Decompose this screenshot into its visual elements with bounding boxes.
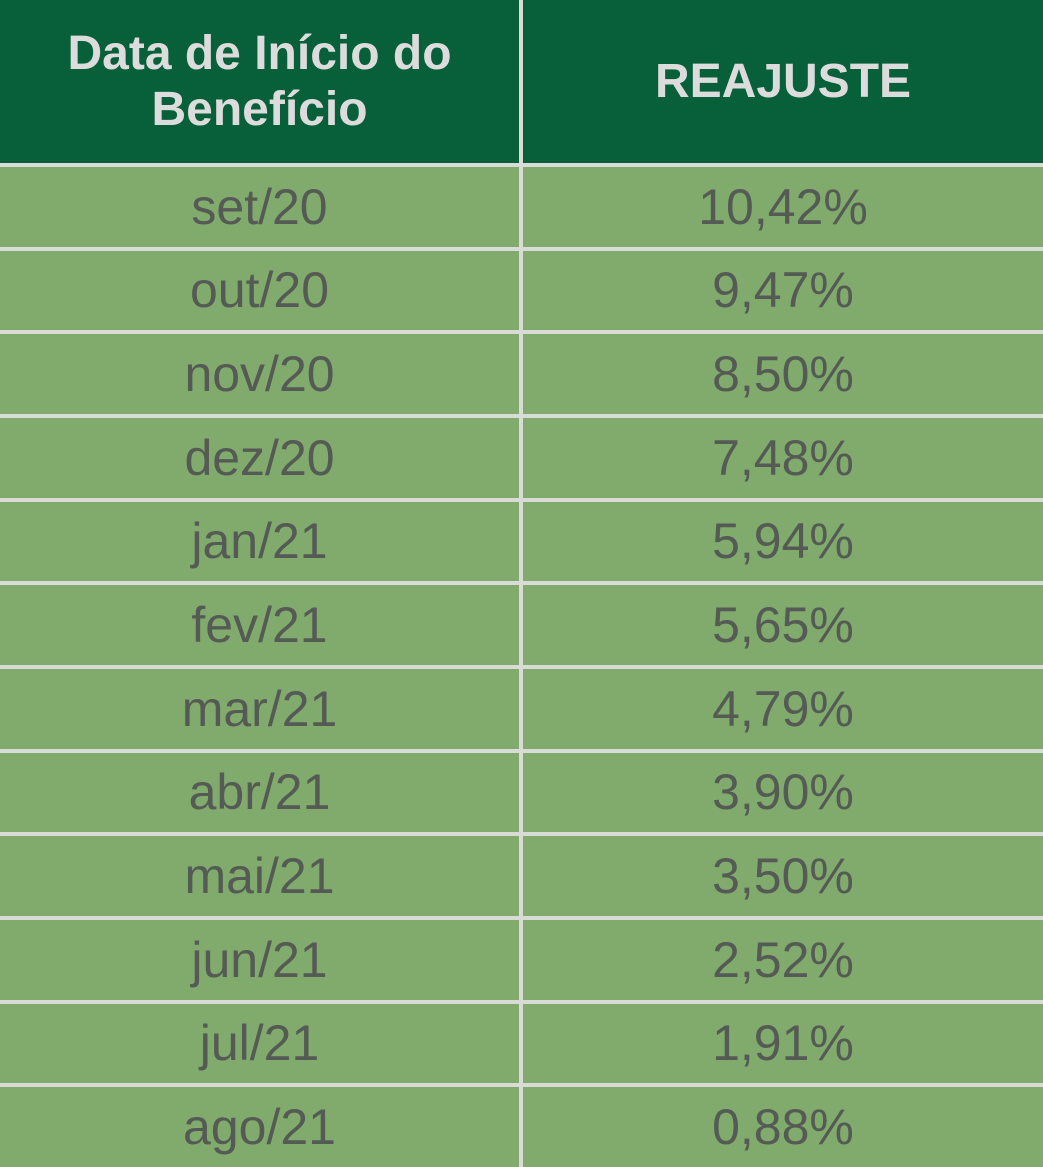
value-cell: 2,52%: [523, 919, 1043, 1000]
value-cell-text: 1,91%: [712, 1015, 854, 1072]
date-cell-text: abr/21: [188, 764, 331, 821]
value-cell: 0,88%: [523, 1087, 1043, 1167]
value-cell-text: 5,65%: [712, 597, 854, 654]
value-cell: 7,48%: [523, 417, 1043, 498]
value-cell-text: 3,90%: [712, 764, 854, 821]
value-cell-text: 10,42%: [698, 178, 868, 235]
value-cell: 5,65%: [523, 585, 1043, 665]
date-cell: out/20: [0, 250, 519, 331]
value-cell: 8,50%: [523, 334, 1043, 414]
date-cell-text: jun/21: [191, 931, 328, 988]
value-cell: 3,50%: [523, 836, 1043, 916]
header-cell: Data de Início do Benefício: [0, 0, 519, 163]
date-cell-text: jul/21: [199, 1015, 320, 1072]
value-cell: 3,90%: [523, 752, 1043, 833]
date-cell-text: jan/21: [191, 513, 328, 570]
date-cell-text: nov/20: [184, 346, 335, 403]
date-cell: abr/21: [0, 752, 519, 833]
value-cell-text: 2,52%: [712, 931, 854, 988]
header-cell-text: REAJUSTE: [654, 54, 912, 108]
date-cell-text: dez/20: [184, 429, 335, 486]
value-cell-text: 0,88%: [712, 1099, 854, 1156]
header-cell-text: Data de Início do Benefício: [67, 26, 452, 136]
date-cell: dez/20: [0, 417, 519, 498]
value-cell-text: 5,94%: [712, 513, 854, 570]
date-cell-text: mar/21: [181, 680, 338, 737]
date-cell-text: ago/21: [183, 1099, 336, 1156]
date-cell-text: fev/21: [191, 597, 328, 654]
value-cell-text: 9,47%: [712, 262, 854, 319]
value-cell-text: 7,48%: [712, 429, 854, 486]
date-cell: mai/21: [0, 836, 519, 916]
date-cell: mar/21: [0, 668, 519, 749]
date-cell-text: out/20: [189, 262, 329, 319]
value-cell: 10,42%: [523, 167, 1043, 247]
value-cell: 5,94%: [523, 501, 1043, 582]
value-cell-text: 4,79%: [712, 680, 854, 737]
date-cell: fev/21: [0, 585, 519, 665]
header-cell: REAJUSTE: [523, 0, 1043, 163]
date-cell: jan/21: [0, 501, 519, 582]
value-cell: 9,47%: [523, 250, 1043, 331]
value-cell-text: 3,50%: [712, 848, 854, 905]
date-cell: ago/21: [0, 1087, 519, 1167]
date-cell: nov/20: [0, 334, 519, 414]
date-cell: jul/21: [0, 1003, 519, 1084]
date-cell-text: set/20: [191, 178, 328, 235]
value-cell: 4,79%: [523, 668, 1043, 749]
date-cell: set/20: [0, 167, 519, 247]
value-cell-text: 8,50%: [712, 346, 854, 403]
date-cell: jun/21: [0, 919, 519, 1000]
date-cell-text: mai/21: [184, 848, 335, 905]
value-cell: 1,91%: [523, 1003, 1043, 1084]
